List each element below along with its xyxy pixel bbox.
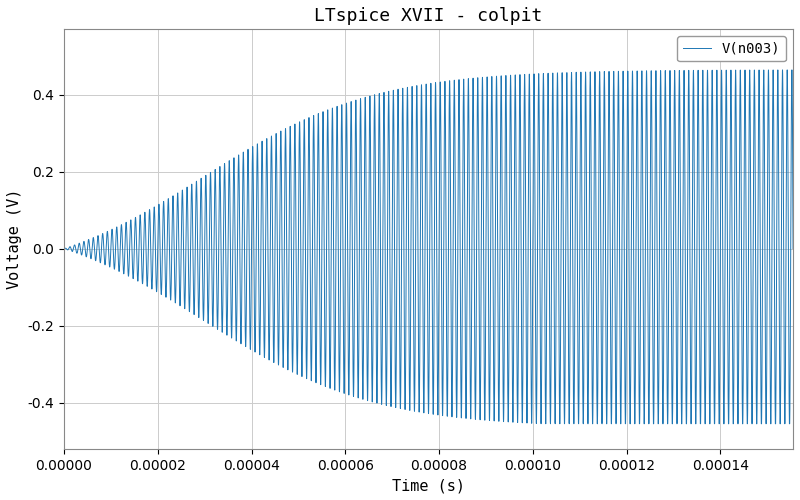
Legend: V(n003): V(n003) <box>678 36 786 62</box>
V(n003) <box>788 246 798 252</box>
V(n003) <box>214 195 224 201</box>
Title: LTspice XVII - colpit: LTspice XVII - colpit <box>314 7 542 25</box>
V(n003) <box>102 230 112 235</box>
V(n003) <box>767 162 777 168</box>
V(n003) <box>787 67 797 73</box>
Line: V(n003): V(n003) <box>64 70 793 424</box>
V(n003) <box>386 381 396 387</box>
Y-axis label: Voltage (V): Voltage (V) <box>7 189 22 289</box>
V(n003) <box>145 208 154 214</box>
V(n003) <box>598 311 608 317</box>
X-axis label: Time (s): Time (s) <box>392 478 465 493</box>
V(n003) <box>541 421 550 427</box>
V(n003) <box>59 246 69 252</box>
